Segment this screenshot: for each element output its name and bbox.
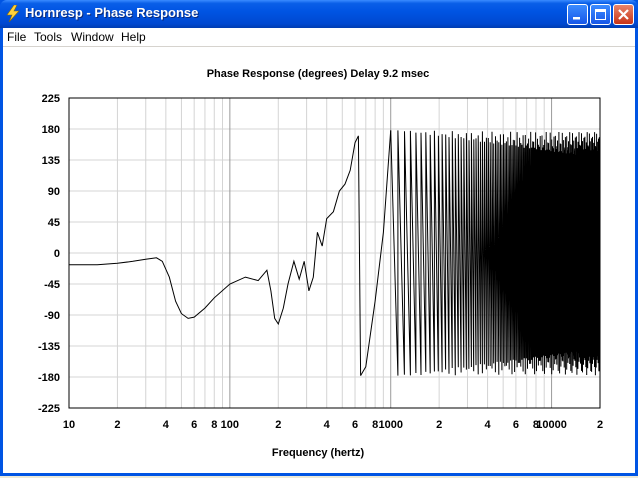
- plot-area: 225 180 135 90 45 0 -45 -90 -135 -180 -225 10 2 4 6 8 1…: [3, 46, 635, 473]
- menu-window[interactable]: Window: [71, 30, 114, 44]
- x-tick-label: 4: [485, 419, 492, 431]
- x-tick-label: 6: [352, 419, 358, 431]
- y-tick-label: 225: [42, 93, 60, 105]
- x-tick-label: 8: [372, 419, 378, 431]
- x-tick-label: 100: [221, 419, 239, 431]
- phase-line-wrapped: [390, 130, 601, 376]
- x-tick-label: 4: [324, 419, 331, 431]
- x-tick-label: 10: [63, 419, 75, 431]
- menu-tools[interactable]: Tools: [34, 30, 63, 44]
- y-tick-label: 0: [54, 248, 60, 260]
- y-tick-label: -225: [38, 403, 60, 415]
- close-icon: [618, 9, 629, 20]
- x-tick-label: 8: [533, 419, 539, 431]
- y-tick-label: 90: [48, 186, 60, 198]
- y-tick-label: 135: [42, 155, 60, 167]
- maximize-button[interactable]: [590, 4, 611, 25]
- phase-line-segment: [360, 130, 392, 376]
- x-tick-label: 4: [163, 419, 170, 431]
- x-axis-label: Frequency (hertz): [272, 447, 365, 459]
- phase-curve: [69, 130, 601, 376]
- minimize-button[interactable]: [567, 4, 588, 25]
- x-tick-label: 2: [275, 419, 281, 431]
- menu-bar: File Tools Window Help: [3, 28, 635, 46]
- x-tick-label: 6: [191, 419, 197, 431]
- menu-help[interactable]: Help: [121, 30, 146, 44]
- y-tick-label: 45: [48, 217, 60, 229]
- y-tick-label: 180: [42, 124, 60, 136]
- y-tick-label: -180: [38, 372, 60, 384]
- x-tick-label: 8: [211, 419, 217, 431]
- x-tick-label: 1000: [378, 419, 402, 431]
- chart-title: Phase Response (degrees) Delay 9.2 msec: [207, 68, 430, 80]
- y-tick-label: -135: [38, 341, 60, 353]
- y-tick-label: -90: [44, 310, 60, 322]
- y-tick-labels: 225 180 135 90 45 0 -45 -90 -135 -180 -225: [38, 93, 60, 415]
- maximize-icon: [595, 9, 606, 20]
- x-tick-label: 6: [513, 419, 519, 431]
- window-title: Hornresp - Phase Response: [25, 5, 199, 20]
- x-tick-label: 2: [114, 419, 120, 431]
- x-tick-label: 10000: [536, 419, 567, 431]
- close-button[interactable]: [613, 4, 634, 25]
- phase-line-segment: [69, 135, 362, 376]
- app-lightning-icon: [6, 5, 20, 22]
- client-area: File Tools Window Help 225 180 135 90 45 0 -45…: [3, 28, 635, 473]
- minimize-icon: [573, 17, 580, 20]
- x-tick-label: 2: [597, 419, 603, 431]
- x-tick-label: 2: [436, 419, 442, 431]
- title-bar[interactable]: Hornresp - Phase Response: [0, 0, 638, 28]
- menu-file[interactable]: File: [7, 30, 27, 44]
- y-tick-label: -45: [44, 279, 60, 291]
